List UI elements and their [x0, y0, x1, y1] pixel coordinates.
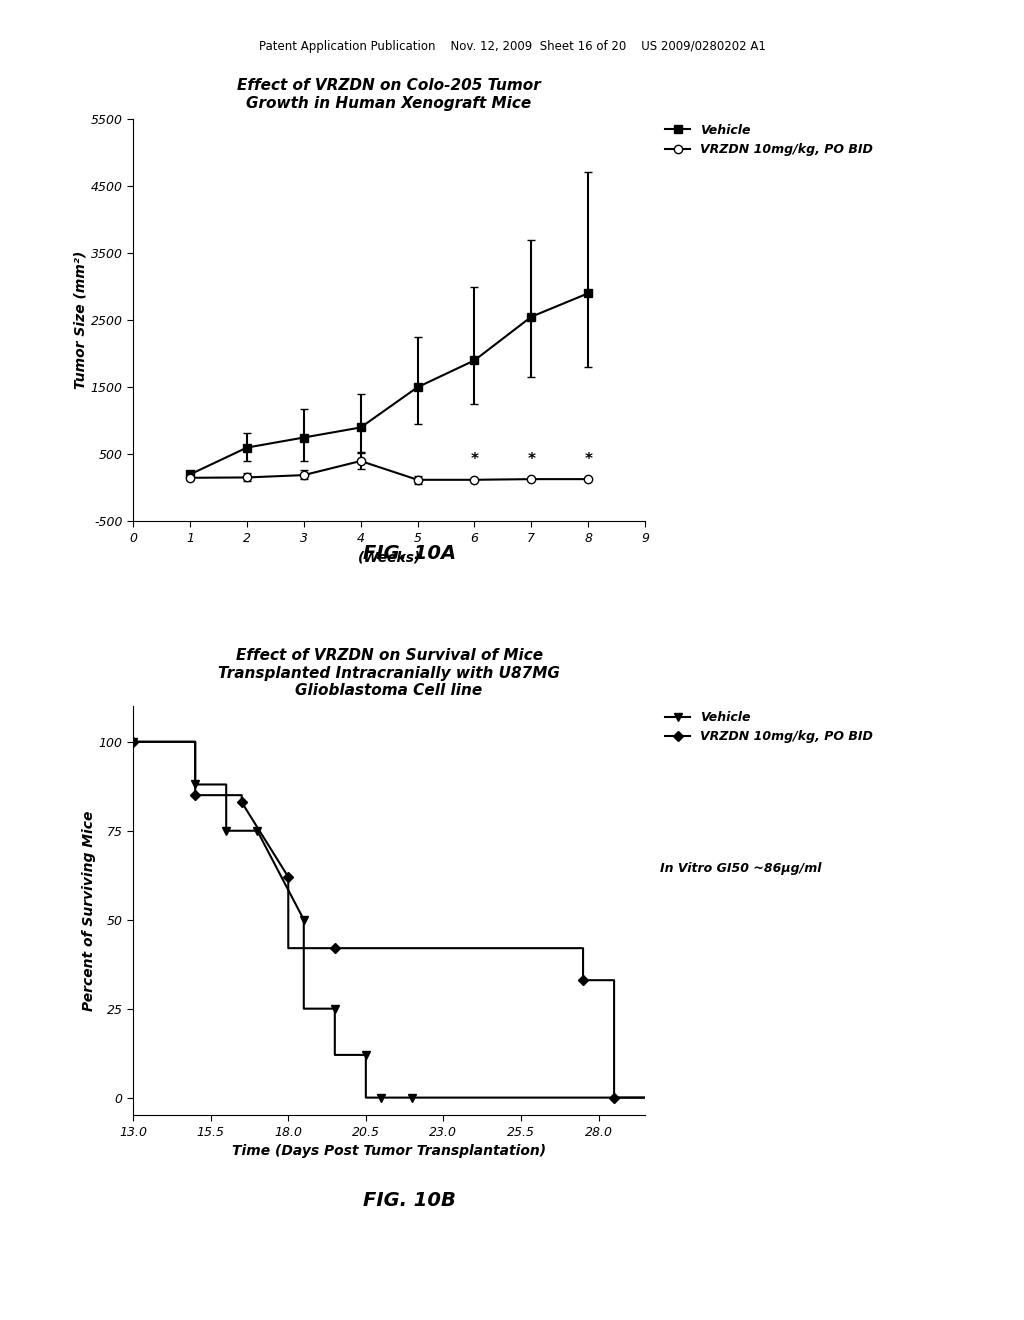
- Vehicle: [298, 912, 310, 928]
- VRZDN 10mg/kg, PO BID: [127, 734, 139, 750]
- Text: In Vitro GI50 ~86μg/ml: In Vitro GI50 ~86μg/ml: [660, 862, 822, 875]
- VRZDN 10mg/kg, PO BID: [189, 787, 202, 803]
- Text: Patent Application Publication    Nov. 12, 2009  Sheet 16 of 20    US 2009/02802: Patent Application Publication Nov. 12, …: [259, 40, 765, 53]
- Vehicle: [375, 1090, 387, 1106]
- VRZDN 10mg/kg, PO BID: [577, 973, 589, 989]
- Legend: Vehicle, VRZDN 10mg/kg, PO BID: Vehicle, VRZDN 10mg/kg, PO BID: [660, 706, 879, 748]
- Y-axis label: Percent of Surviving Mice: Percent of Surviving Mice: [82, 810, 96, 1011]
- Vehicle: [189, 776, 202, 792]
- Title: Effect of VRZDN on Survival of Mice
Transplanted Intracranially with U87MG
Gliob: Effect of VRZDN on Survival of Mice Tran…: [218, 648, 560, 698]
- Y-axis label: Tumor Size (mm²): Tumor Size (mm²): [74, 251, 88, 389]
- Text: *: *: [470, 451, 478, 467]
- Line: VRZDN 10mg/kg, PO BID: VRZDN 10mg/kg, PO BID: [130, 738, 617, 1101]
- Vehicle: [407, 1090, 419, 1106]
- Text: *: *: [527, 451, 536, 467]
- Vehicle: [127, 734, 139, 750]
- Line: Vehicle: Vehicle: [129, 738, 417, 1102]
- Vehicle: [220, 822, 232, 838]
- VRZDN 10mg/kg, PO BID: [329, 940, 341, 956]
- Text: FIG. 10B: FIG. 10B: [364, 1191, 456, 1209]
- X-axis label: Time (Days Post Tumor Transplantation): Time (Days Post Tumor Transplantation): [232, 1144, 546, 1159]
- VRZDN 10mg/kg, PO BID: [236, 795, 248, 810]
- X-axis label: (Weeks): (Weeks): [357, 550, 421, 565]
- Text: FIG. 10A: FIG. 10A: [364, 544, 456, 562]
- Legend: Vehicle, VRZDN 10mg/kg, PO BID: Vehicle, VRZDN 10mg/kg, PO BID: [660, 119, 879, 161]
- VRZDN 10mg/kg, PO BID: [608, 1090, 621, 1106]
- Text: *: *: [585, 451, 592, 467]
- VRZDN 10mg/kg, PO BID: [283, 869, 295, 884]
- Vehicle: [251, 822, 263, 838]
- Title: Effect of VRZDN on Colo-205 Tumor
Growth in Human Xenograft Mice: Effect of VRZDN on Colo-205 Tumor Growth…: [238, 78, 541, 111]
- Vehicle: [329, 1001, 341, 1016]
- Vehicle: [359, 1047, 372, 1063]
